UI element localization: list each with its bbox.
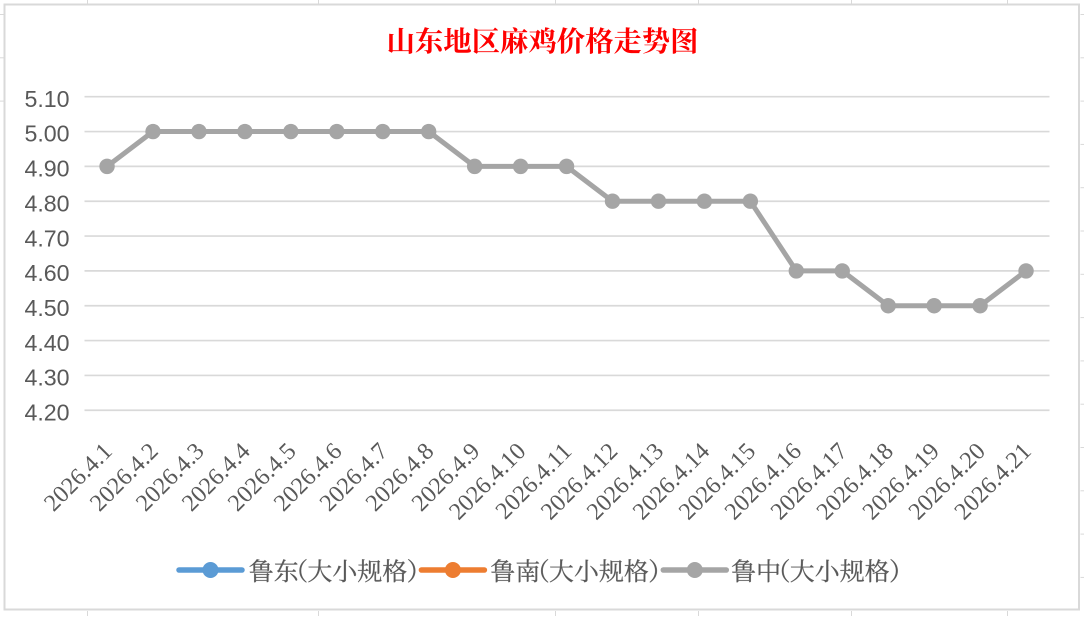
svg-text:5.00: 5.00 xyxy=(24,121,69,147)
svg-text:4.30: 4.30 xyxy=(24,365,69,391)
svg-text:4.80: 4.80 xyxy=(24,190,69,216)
svg-text:4.20: 4.20 xyxy=(24,399,69,425)
svg-text:5.10: 5.10 xyxy=(24,86,69,112)
svg-text:4.90: 4.90 xyxy=(24,156,69,182)
svg-text:4.50: 4.50 xyxy=(24,295,69,321)
svg-text:4.60: 4.60 xyxy=(24,260,69,286)
svg-text:4.40: 4.40 xyxy=(24,330,69,356)
svg-text:4.70: 4.70 xyxy=(24,225,69,251)
